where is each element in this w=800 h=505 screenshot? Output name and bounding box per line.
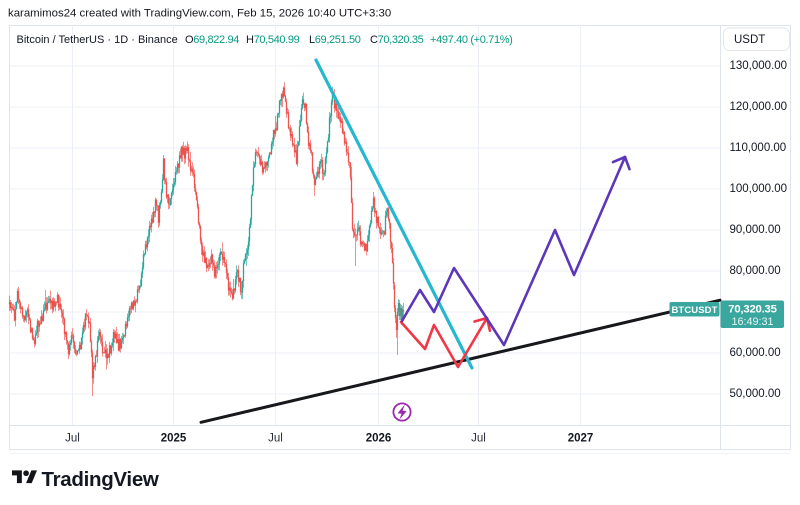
svg-text:2025: 2025 [161, 433, 187, 445]
svg-text:C70,320.35: C70,320.35 [370, 34, 424, 46]
svg-text:L69,251.50: L69,251.50 [309, 34, 361, 46]
svg-text:Jul: Jul [65, 433, 80, 445]
svg-text:karamimos24 created with Tradi: karamimos24 created with TradingView.com… [8, 8, 391, 20]
svg-text:60,000.00: 60,000.00 [730, 347, 781, 359]
svg-text:+497.40 (+0.71%): +497.40 (+0.71%) [430, 34, 512, 46]
svg-text:Jul: Jul [268, 433, 283, 445]
svg-text:Bitcoin / TetherUS · 1D · Bina: Bitcoin / TetherUS · 1D · Binance [17, 34, 178, 46]
svg-text:100,000.00: 100,000.00 [730, 183, 788, 195]
svg-text:130,000.00: 130,000.00 [730, 60, 788, 72]
svg-text:BTCUSDT: BTCUSDT [671, 305, 717, 316]
svg-text:120,000.00: 120,000.00 [730, 101, 788, 113]
svg-text:80,000.00: 80,000.00 [730, 265, 781, 277]
svg-text:50,000.00: 50,000.00 [730, 388, 781, 400]
svg-text:USDT: USDT [734, 34, 765, 46]
svg-text:2027: 2027 [568, 433, 594, 445]
svg-text:2026: 2026 [366, 433, 392, 445]
svg-text:90,000.00: 90,000.00 [730, 224, 781, 236]
svg-text:16:49:31: 16:49:31 [731, 316, 773, 328]
svg-text:H70,540.99: H70,540.99 [246, 34, 300, 46]
svg-text:TradingView: TradingView [42, 468, 159, 491]
svg-text:110,000.00: 110,000.00 [730, 142, 787, 154]
svg-text:O69,822.94: O69,822.94 [185, 34, 239, 46]
svg-text:Jul: Jul [471, 433, 486, 445]
svg-text:70,320.35: 70,320.35 [728, 303, 776, 315]
